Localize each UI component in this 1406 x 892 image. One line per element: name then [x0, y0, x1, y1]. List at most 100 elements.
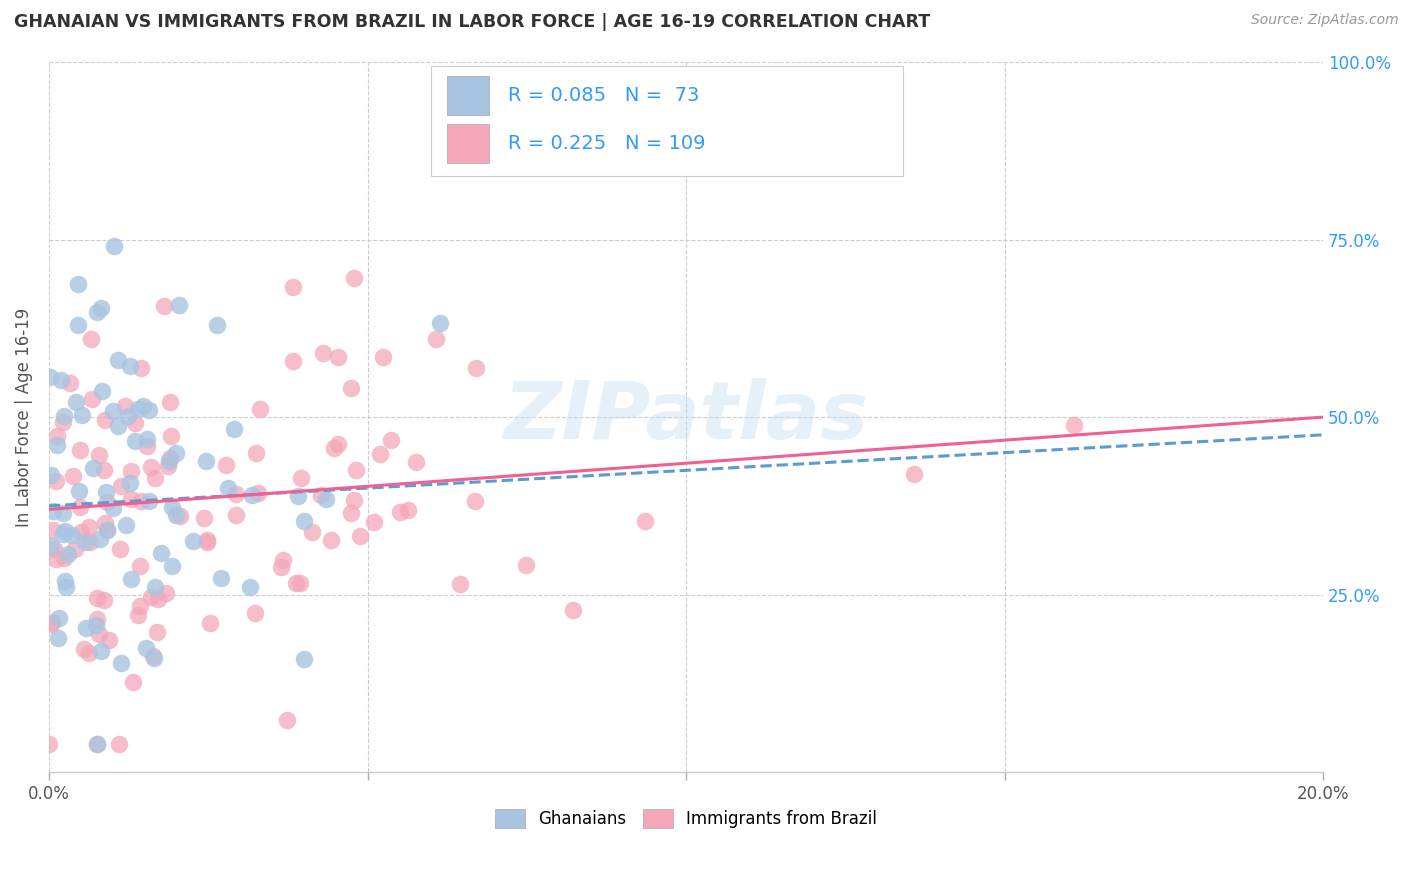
- Point: [165, 508, 187, 522]
- Point: [429, 316, 451, 330]
- Point: [87, 627, 110, 641]
- Point: [52, 506, 75, 520]
- Point: [312, 346, 335, 360]
- Point: [45, 438, 67, 452]
- Point: [129, 361, 152, 376]
- Point: [169, 509, 191, 524]
- Point: [209, 571, 232, 585]
- Point: [120, 464, 142, 478]
- Bar: [447, 124, 488, 163]
- Point: [240, 488, 263, 502]
- Point: [292, 652, 315, 666]
- Point: [107, 419, 129, 434]
- Point: [283, 279, 305, 293]
- Point: [66, 277, 89, 291]
- Point: [42, 542, 65, 557]
- Point: [86, 591, 108, 606]
- Point: [53, 524, 76, 538]
- Point: [181, 534, 204, 549]
- Legend: Ghanaians, Immigrants from Brazil: Ghanaians, Immigrants from Brazil: [488, 802, 884, 835]
- Point: [284, 575, 307, 590]
- Point: [156, 459, 179, 474]
- Point: [91, 384, 114, 398]
- Point: [128, 559, 150, 574]
- Point: [363, 515, 385, 529]
- Point: [193, 511, 215, 525]
- Text: ZIPatlas: ZIPatlas: [503, 378, 869, 456]
- Point: [515, 558, 537, 572]
- Point: [86, 737, 108, 751]
- Point: [349, 529, 371, 543]
- Point: [110, 656, 132, 670]
- Point: [340, 381, 363, 395]
- Point: [405, 455, 427, 469]
- Point: [160, 429, 183, 443]
- Point: [146, 625, 169, 640]
- Point: [344, 463, 367, 477]
- Point: [114, 399, 136, 413]
- Point: [120, 572, 142, 586]
- Point: [249, 402, 271, 417]
- Point: [294, 514, 316, 528]
- Point: [142, 648, 165, 663]
- Point: [157, 454, 180, 468]
- Point: [75, 621, 97, 635]
- Point: [217, 481, 239, 495]
- Point: [89, 533, 111, 547]
- Point: [222, 422, 245, 436]
- Point: [283, 353, 305, 368]
- Point: [287, 489, 309, 503]
- Point: [122, 675, 145, 690]
- Point: [39, 539, 62, 553]
- Point: [101, 501, 124, 516]
- Point: [127, 607, 149, 622]
- Point: [69, 500, 91, 515]
- Point: [94, 516, 117, 530]
- Point: [389, 505, 412, 519]
- Point: [108, 541, 131, 556]
- Point: [155, 585, 177, 599]
- Point: [373, 350, 395, 364]
- Point: [149, 546, 172, 560]
- Point: [198, 615, 221, 630]
- Point: [343, 492, 366, 507]
- Point: [160, 559, 183, 574]
- Point: [60, 527, 83, 541]
- Point: [143, 651, 166, 665]
- Point: [62, 469, 84, 483]
- Point: [124, 434, 146, 448]
- Point: [315, 492, 337, 507]
- Point: [127, 401, 149, 416]
- Text: Source: ZipAtlas.com: Source: ZipAtlas.com: [1251, 13, 1399, 28]
- Point: [48, 611, 70, 625]
- Point: [120, 491, 142, 506]
- Point: [90, 644, 112, 658]
- Point: [135, 641, 157, 656]
- Point: [290, 576, 312, 591]
- Point: [326, 350, 349, 364]
- Point: [90, 301, 112, 315]
- Point: [425, 332, 447, 346]
- Point: [340, 506, 363, 520]
- Point: [59, 376, 82, 390]
- Point: [79, 332, 101, 346]
- Point: [70, 408, 93, 422]
- Point: [143, 580, 166, 594]
- Point: [51, 373, 73, 387]
- Point: [45, 475, 67, 489]
- Point: [94, 484, 117, 499]
- Point: [634, 514, 657, 528]
- Point: [276, 714, 298, 728]
- Point: [103, 239, 125, 253]
- Point: [380, 433, 402, 447]
- Point: [322, 442, 344, 456]
- Text: R = 0.085   N =  73: R = 0.085 N = 73: [508, 87, 699, 105]
- Point: [159, 395, 181, 409]
- Point: [135, 439, 157, 453]
- Point: [136, 432, 159, 446]
- Point: [239, 581, 262, 595]
- Point: [65, 394, 87, 409]
- Point: [94, 412, 117, 426]
- Point: [96, 524, 118, 538]
- Point: [39, 468, 62, 483]
